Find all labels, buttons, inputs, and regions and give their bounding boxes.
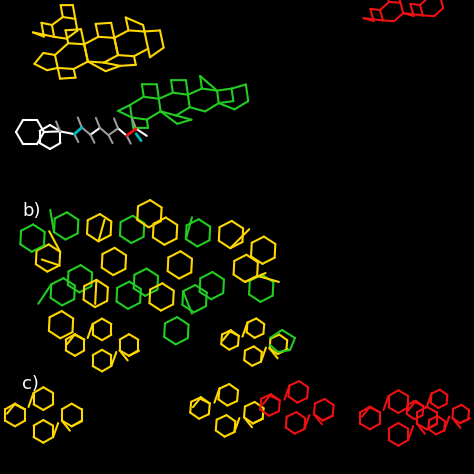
Text: b): b) — [22, 202, 40, 220]
Text: c): c) — [22, 375, 39, 393]
